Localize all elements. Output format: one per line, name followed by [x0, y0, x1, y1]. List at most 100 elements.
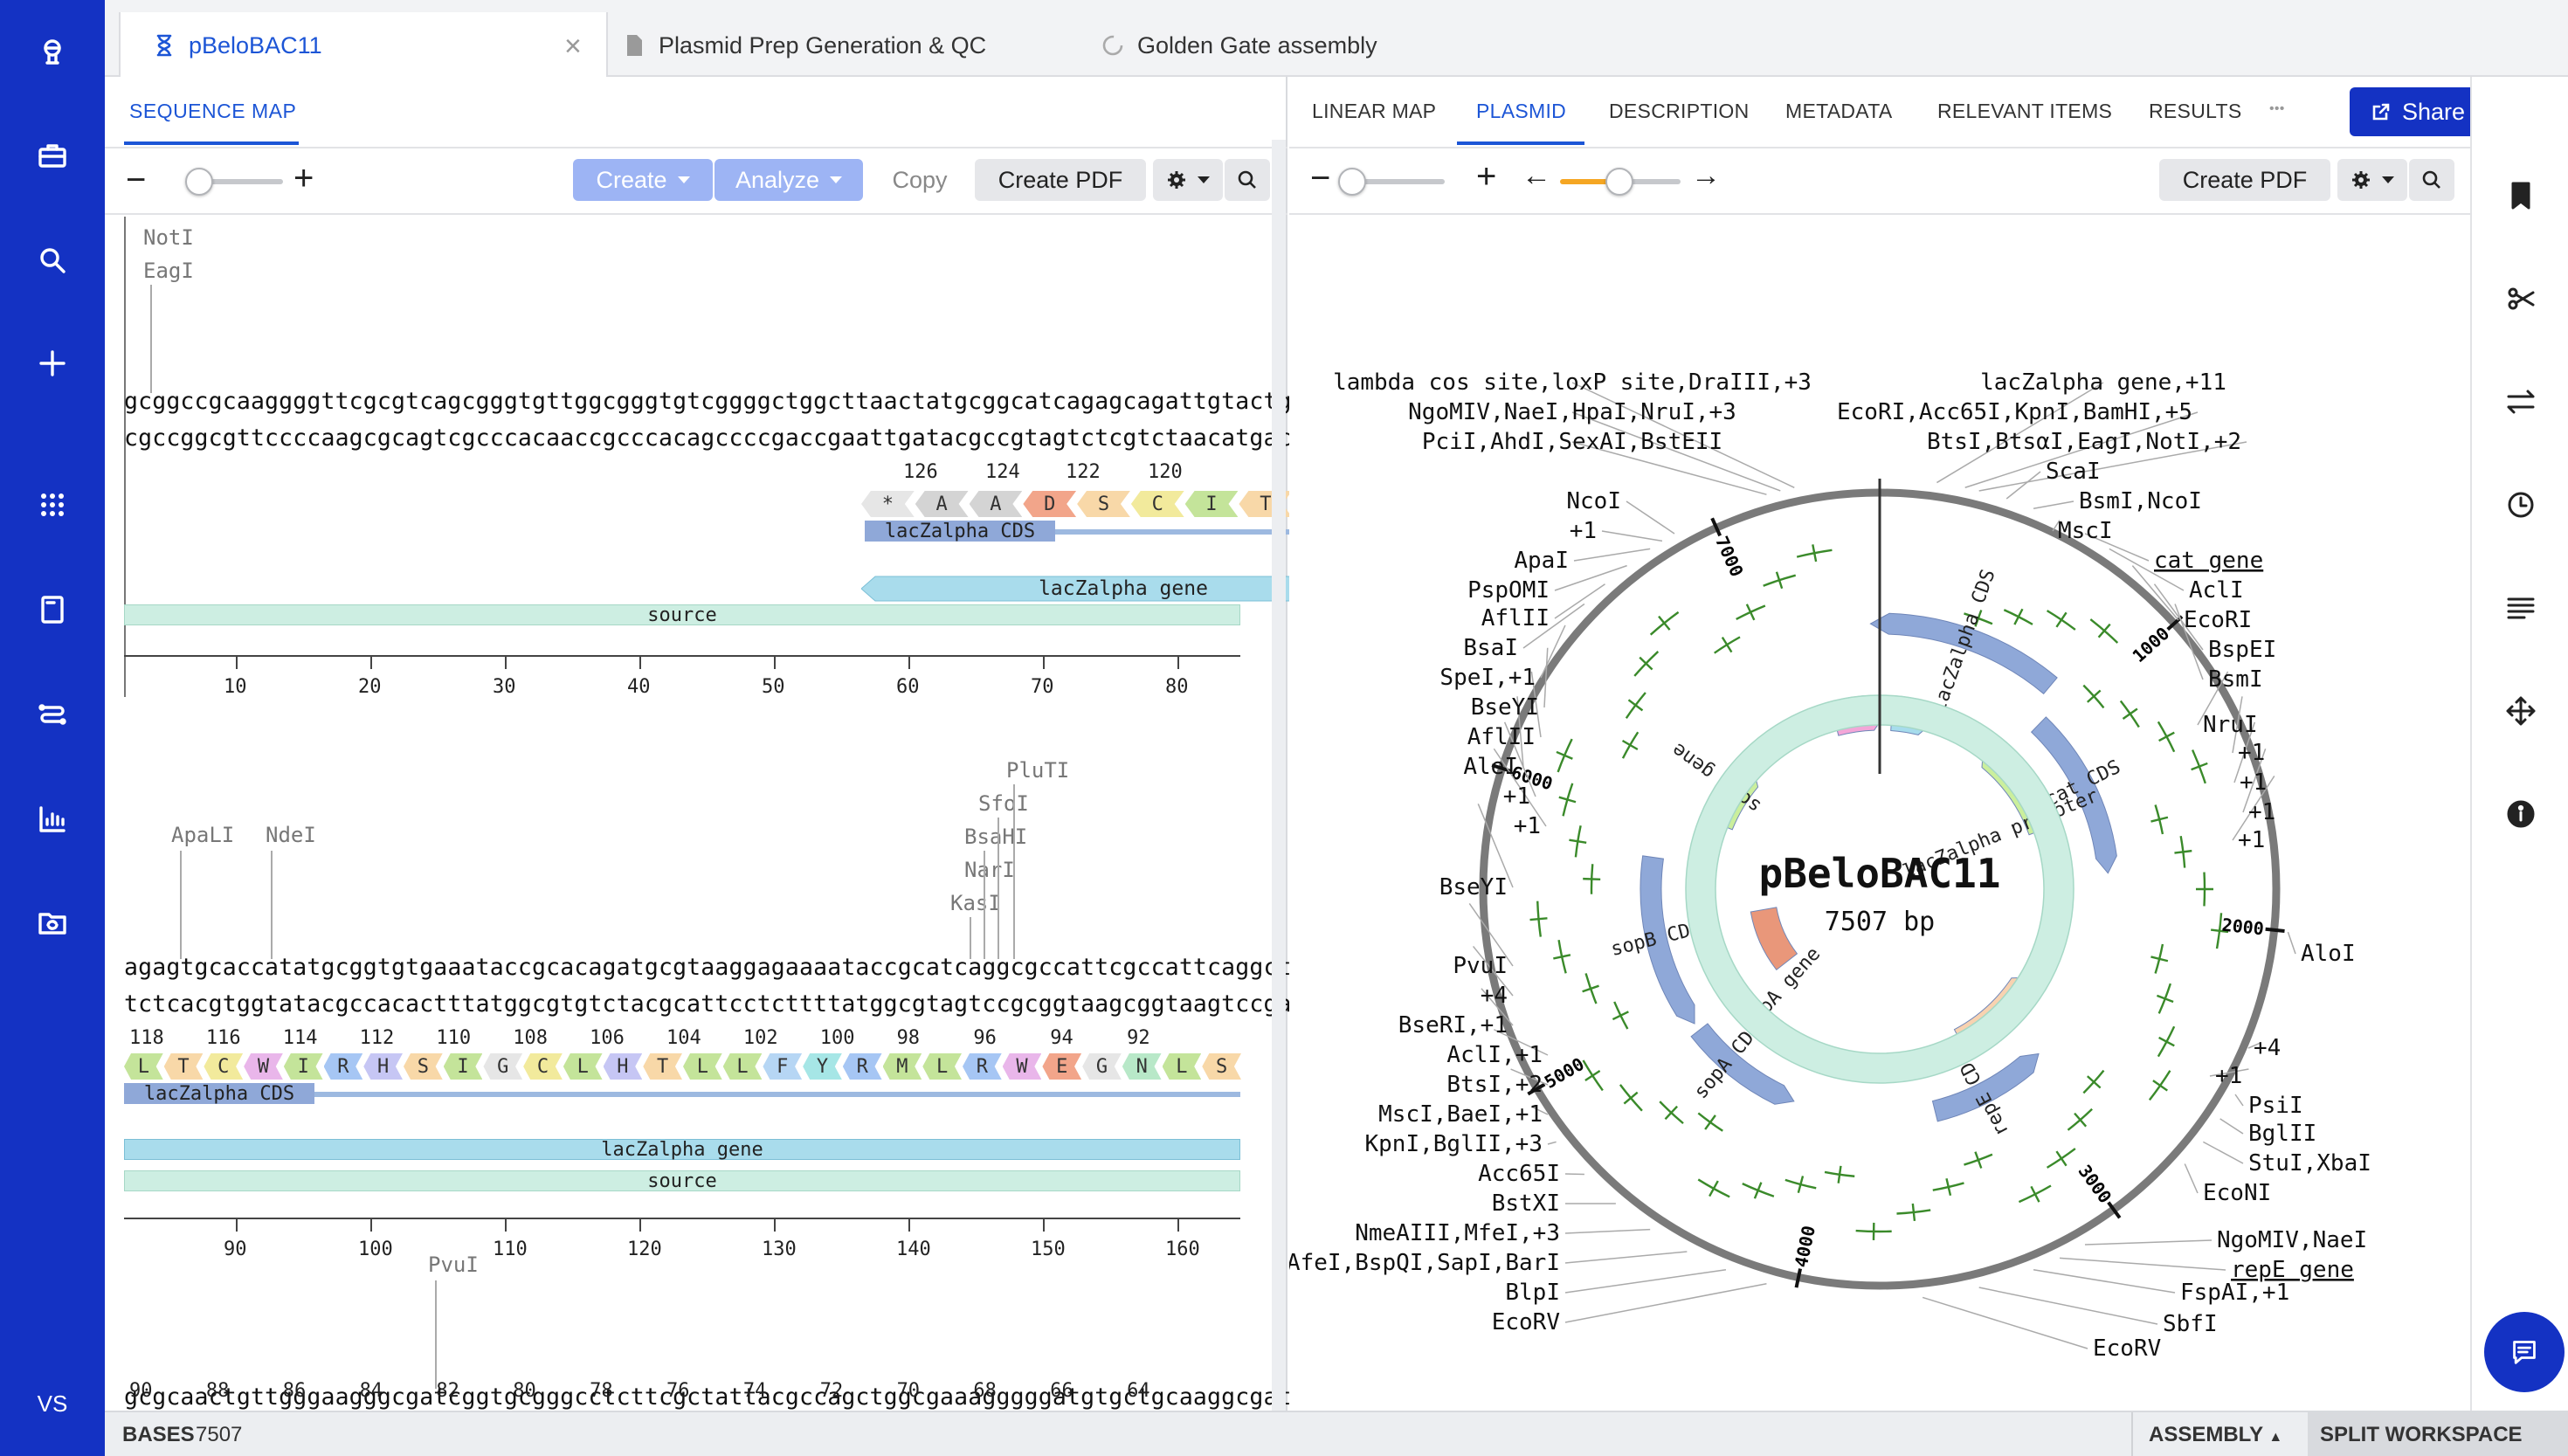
tab-sequence-map[interactable]: SEQUENCE MAP	[129, 100, 297, 122]
zoom-out-button[interactable]: −	[1310, 159, 1331, 197]
enzyme-label[interactable]: FspAI,+1	[2180, 1280, 2289, 1306]
amino-acid[interactable]: F	[763, 1053, 803, 1080]
enzyme-label[interactable]: +4	[2254, 1035, 2281, 1061]
tab-metadata[interactable]: METADATA	[1785, 100, 1893, 122]
enzyme-label[interactable]: PciI,AhdI,SexAI,BstEII	[1422, 429, 1722, 455]
amino-acid[interactable]: L	[922, 1053, 962, 1080]
enzyme-label[interactable]: NruI	[2203, 712, 2258, 738]
enzyme-label[interactable]: +1	[2238, 827, 2265, 853]
amino-acid[interactable]: T	[163, 1053, 204, 1080]
enzyme-label[interactable]: NdeI	[266, 823, 316, 847]
amino-acid[interactable]: L	[124, 1053, 163, 1080]
feature-arc[interactable]	[1869, 612, 2058, 695]
tab-plasmid-prep[interactable]: Plasmid Prep Generation & QC	[622, 12, 1111, 79]
assembly-menu[interactable]: ASSEMBLY ▲	[2149, 1423, 2282, 1447]
amino-acid[interactable]: G	[1082, 1053, 1122, 1080]
amino-acid[interactable]: S	[404, 1053, 443, 1080]
amino-acid[interactable]: I	[443, 1053, 483, 1080]
amino-acid[interactable]: C	[1130, 491, 1184, 517]
create-pdf-button[interactable]: Create PDF	[975, 159, 1146, 201]
sequence-top-strand[interactable]: agagtgcaccatatgcggtgtgaaataccgcacagatgcg…	[124, 954, 1292, 981]
bookmark-icon[interactable]	[2505, 180, 2537, 211]
workflow-icon[interactable]	[31, 693, 73, 735]
enzyme-label[interactable]: PspOMI	[1467, 577, 1550, 604]
enzyme-label[interactable]: EcoRV	[1492, 1309, 1560, 1335]
enzyme-label[interactable]: AflII	[1481, 605, 1550, 631]
search-button[interactable]	[2409, 159, 2454, 201]
enzyme-label[interactable]: BsmI	[2208, 666, 2263, 693]
feature-arc[interactable]	[1640, 855, 1695, 1025]
enzyme-label[interactable]: +4	[1481, 983, 1508, 1009]
lacZalpha-cds-feature[interactable]: lacZalpha CDS	[865, 521, 1055, 542]
more-tabs-icon[interactable]: •••	[2269, 101, 2285, 116]
enzyme-label[interactable]: BseYI	[1471, 694, 1539, 721]
amino-acid[interactable]: H	[603, 1053, 643, 1080]
enzyme-label[interactable]: NarI	[964, 858, 1015, 882]
scissors-icon[interactable]	[2505, 283, 2537, 314]
enzyme-label[interactable]: +1	[2238, 740, 2265, 766]
amino-acid[interactable]: L	[683, 1053, 722, 1080]
chart-icon[interactable]	[31, 798, 73, 840]
enzyme-label[interactable]: SpeI,+1	[1439, 665, 1536, 691]
enzyme-label[interactable]: BsaHI	[964, 825, 1028, 849]
info-icon[interactable]	[2505, 798, 2537, 830]
zoom-slider[interactable]	[1340, 179, 1445, 184]
amino-acid[interactable]: L	[722, 1053, 763, 1080]
zoom-in-button[interactable]: +	[1476, 157, 1497, 196]
enzyme-label[interactable]: NgoMIV,NaeI	[2217, 1227, 2367, 1253]
enzyme-label[interactable]: BstXI	[1492, 1190, 1560, 1217]
enzyme-label[interactable]: +1	[1514, 813, 1541, 839]
zoom-in-button[interactable]: +	[293, 159, 314, 197]
enzyme-label[interactable]: BseRI,+1	[1398, 1012, 1508, 1039]
lacZalpha-gene-feature[interactable]: lacZalpha gene	[124, 1139, 1240, 1161]
amino-acid[interactable]: Y	[803, 1053, 842, 1080]
enzyme-label[interactable]: MscI	[2058, 518, 2113, 544]
enzyme-label[interactable]: BtsI,+2	[1446, 1072, 1543, 1098]
enzyme-label[interactable]: ApaI	[1514, 548, 1569, 574]
close-tab-icon[interactable]: ×	[564, 30, 582, 63]
tab-linear-map[interactable]: LINEAR MAP	[1312, 100, 1437, 122]
grid-icon[interactable]	[31, 484, 73, 526]
tab-results[interactable]: RESULTS	[2149, 100, 2242, 122]
share-button[interactable]: Share	[2350, 87, 2486, 136]
notebook-icon[interactable]	[31, 589, 73, 631]
enzyme-label[interactable]: MscI,BaeI,+1	[1378, 1101, 1543, 1128]
tab-pbelobac11[interactable]: pBeloBAC11 ×	[119, 12, 608, 79]
enzyme-label[interactable]: AfeI,BspQI,SapI,BarI	[1289, 1250, 1560, 1276]
align-text-icon[interactable]	[2505, 592, 2537, 624]
enzyme-label[interactable]: AclI	[2189, 577, 2244, 604]
enzyme-label[interactable]: PvuI	[428, 1252, 479, 1277]
enzyme-label[interactable]: BsmI,NcoI	[2079, 488, 2202, 514]
amino-acid[interactable]: A	[969, 491, 1023, 517]
amino-acid[interactable]: N	[1122, 1053, 1162, 1080]
enzyme-label[interactable]: EcoRI,Acc65I,KpnI,BamHI,+5	[1837, 399, 2192, 425]
tab-golden-gate[interactable]: Golden Gate assembly	[1101, 12, 1590, 79]
feature-arc[interactable]	[2030, 716, 2117, 874]
sequence-bottom-strand[interactable]: tctcacgtggtatacgccacactttatggcgtgtctacgc…	[124, 990, 1292, 1018]
vertical-scrollbar[interactable]	[1272, 140, 1286, 1411]
zoom-slider[interactable]	[185, 179, 283, 184]
source-feature[interactable]: source	[124, 604, 1240, 626]
enzyme-label[interactable]: AleI	[1463, 754, 1518, 780]
enzyme-label[interactable]: BseYI	[1439, 874, 1508, 901]
history-icon[interactable]	[2505, 489, 2537, 521]
zoom-slider-knob[interactable]	[185, 168, 213, 196]
source-feature[interactable]: source	[124, 1170, 1240, 1192]
enzyme-label[interactable]: PsiI	[2248, 1093, 2303, 1119]
enzyme-label[interactable]: KpnI,BglII,+3	[1365, 1131, 1543, 1157]
enzyme-label[interactable]: KasI	[950, 891, 1001, 915]
enzyme-label[interactable]: +1	[2240, 769, 2267, 796]
amino-acid[interactable]: T	[643, 1053, 682, 1080]
enzyme-label[interactable]: +1	[1503, 783, 1530, 810]
create-pdf-button[interactable]: Create PDF	[2159, 159, 2330, 201]
enzyme-label[interactable]: ApaLI	[171, 823, 235, 847]
enzyme-label[interactable]: +1	[2215, 1063, 2242, 1089]
tab-relevant-items[interactable]: RELEVANT ITEMS	[1937, 100, 2113, 122]
tab-plasmid[interactable]: PLASMID	[1476, 100, 1567, 122]
enzyme-label[interactable]: NcoI	[1566, 488, 1621, 514]
enzyme-label[interactable]: PluTI	[1006, 758, 1070, 783]
enzyme-label[interactable]: AloI	[2301, 941, 2356, 967]
enzyme-label[interactable]: NgoMIV,NaeI,HpaI,NruI,+3	[1408, 399, 1736, 425]
